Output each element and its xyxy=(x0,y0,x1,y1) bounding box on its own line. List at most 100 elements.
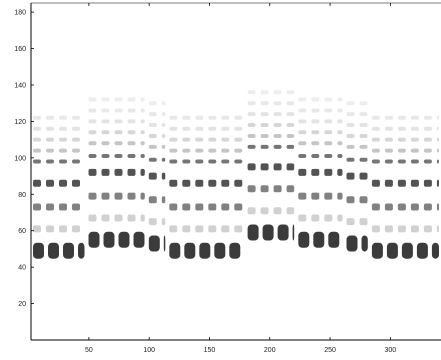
band-cell xyxy=(148,112,157,117)
band-cell xyxy=(423,179,432,187)
band-cell xyxy=(397,115,406,120)
band-cell xyxy=(161,157,166,162)
band-cell xyxy=(260,90,269,95)
x-tick-label: 250 xyxy=(324,347,336,354)
band-cell xyxy=(221,115,230,120)
band-cell xyxy=(384,126,393,131)
band-cell xyxy=(46,179,54,187)
band-cell xyxy=(384,159,393,164)
band-cell xyxy=(208,159,217,164)
band-cell xyxy=(182,179,191,187)
band-cell xyxy=(423,137,432,142)
band-cell xyxy=(101,214,110,222)
band-cell xyxy=(311,141,320,146)
band-cell xyxy=(337,119,343,124)
band-cell xyxy=(324,97,333,102)
band-cell xyxy=(346,235,358,252)
band-cell xyxy=(161,134,166,138)
band-cell xyxy=(397,137,406,142)
band-cell xyxy=(221,225,230,233)
band-cell xyxy=(286,101,295,106)
band-cell xyxy=(88,214,97,222)
band-cell xyxy=(33,115,41,120)
band-cell xyxy=(324,192,333,200)
band-cell xyxy=(337,154,343,158)
band-cell xyxy=(361,235,368,252)
band-cell xyxy=(221,159,230,164)
band-cell xyxy=(148,144,157,149)
band-cell xyxy=(273,112,282,117)
band-cell xyxy=(286,207,295,215)
band-cell xyxy=(324,108,333,113)
band-cell xyxy=(140,214,145,222)
band-cell xyxy=(298,231,310,248)
band-cell xyxy=(384,137,393,142)
band-cell xyxy=(208,203,217,211)
band-cell xyxy=(127,154,136,158)
band-cell xyxy=(397,148,406,153)
band-cell xyxy=(298,168,307,176)
band-cell xyxy=(247,101,256,106)
band-cell xyxy=(101,141,110,146)
band-cell xyxy=(311,154,320,158)
band-cell xyxy=(101,119,110,124)
band-cell xyxy=(286,163,295,171)
band-cell xyxy=(410,203,419,211)
band-cell xyxy=(359,144,368,149)
band-cell xyxy=(182,137,191,142)
band-cell xyxy=(127,214,136,222)
band-cell xyxy=(208,126,217,131)
band-cell xyxy=(182,203,191,211)
band-cell xyxy=(423,115,432,120)
band-cell xyxy=(221,126,230,131)
band-cell xyxy=(33,137,41,142)
band-cell xyxy=(208,225,217,233)
band-cell xyxy=(359,101,368,106)
band-cell xyxy=(148,134,157,138)
band-cell xyxy=(148,218,157,226)
band-cell xyxy=(234,203,243,211)
band-cell xyxy=(371,115,380,120)
band-cell xyxy=(298,192,307,200)
band-cell xyxy=(298,154,307,158)
band-cell xyxy=(161,218,166,226)
band-cell xyxy=(182,115,191,120)
band-cell xyxy=(221,179,230,187)
band-cell xyxy=(359,123,368,127)
band-cell xyxy=(286,90,295,95)
band-cell xyxy=(371,179,380,187)
band-cell xyxy=(337,130,343,135)
band-cell xyxy=(410,137,419,142)
band-cell xyxy=(169,242,181,259)
band-cell xyxy=(286,134,295,138)
band-cell xyxy=(311,97,320,102)
band-cell xyxy=(298,97,307,102)
band-cell xyxy=(182,148,191,153)
band-cell xyxy=(273,163,282,171)
band-cell xyxy=(184,242,196,259)
band-cell xyxy=(148,196,157,204)
band-cell xyxy=(359,134,368,138)
band-cell xyxy=(234,137,243,142)
band-cell xyxy=(247,207,256,215)
band-cell xyxy=(88,231,100,248)
band-cell xyxy=(260,144,269,149)
band-cell xyxy=(371,126,380,131)
band-cell xyxy=(260,112,269,117)
band-cell xyxy=(311,119,320,124)
band-cell xyxy=(114,97,123,102)
band-cell xyxy=(324,154,333,158)
band-cell xyxy=(298,141,307,146)
x-tick-label: 100 xyxy=(143,347,155,354)
band-cell xyxy=(148,123,157,127)
band-cell xyxy=(169,115,178,120)
band-cell xyxy=(386,242,398,259)
band-cell xyxy=(416,242,428,259)
band-cell xyxy=(423,148,432,153)
band-cell xyxy=(423,126,432,131)
band-cell xyxy=(397,225,406,233)
band-cell xyxy=(140,97,145,102)
band-cell xyxy=(208,179,217,187)
band-cell xyxy=(436,115,439,120)
